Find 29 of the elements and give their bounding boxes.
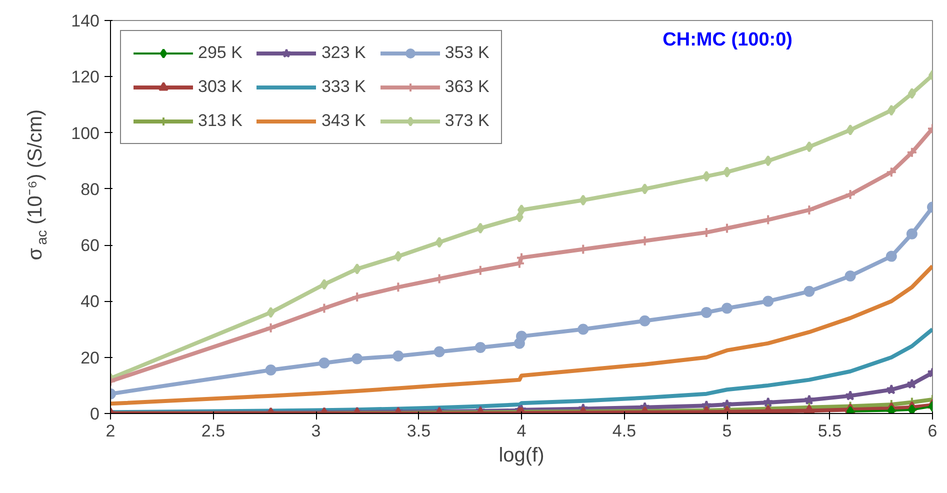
x-tick-label: 4.5 [612,422,636,440]
y-axis-title: σac (10⁻⁶) (S/cm) [24,109,50,260]
y-tick-label: 20 [80,348,100,368]
y-tick-label: 140 [71,12,100,30]
x-tick-label: 3 [311,422,321,440]
legend-label: 333 K [321,77,366,97]
y-tick-label: 60 [80,236,100,256]
x-tick-label: 2 [106,422,116,440]
y-tick-label: 40 [80,292,100,312]
legend-label: 295 K [198,43,242,63]
x-axis-title: log(f) [498,444,544,466]
annotation: CH:MC (100:0) [662,30,793,50]
legend-label: 363 K [444,77,490,97]
x-tick-label: 6 [928,422,938,440]
y-tick-label: 120 [71,68,100,87]
legend-label: 303 K [198,77,242,97]
x-tick-label: 5.5 [818,422,842,440]
legend-label: 353 K [444,43,490,63]
legend-label: 313 K [198,111,242,131]
y-tick-label: 80 [80,180,100,199]
legend-label: 373 K [444,111,490,131]
y-tick-label: 0 [90,404,100,424]
y-tick-label: 100 [71,124,100,143]
x-tick-label: 3.5 [406,422,431,440]
x-tick-label: 4 [516,422,526,440]
x-tick-label: 5 [722,422,732,440]
x-tick-label: 2.5 [201,422,226,440]
legend-label: 343 K [321,111,366,131]
legend-label: 323 K [321,43,366,63]
